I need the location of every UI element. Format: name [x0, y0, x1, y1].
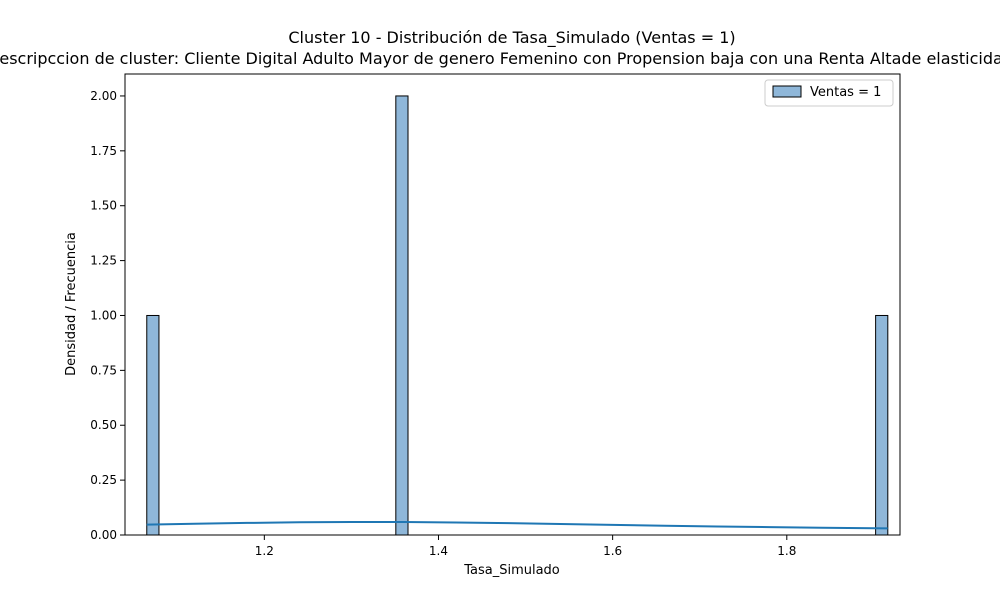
y-tick-label: 0.50: [90, 418, 117, 432]
y-tick-label: 1.75: [90, 144, 117, 158]
legend-swatch: [772, 85, 802, 98]
histogram-bar: [875, 314, 889, 536]
y-axis-label: Densidad / Frecuencia: [64, 232, 79, 376]
y-tick-label: 1.50: [90, 199, 117, 213]
kde-line: [146, 521, 888, 530]
y-tick-label: 0.75: [90, 363, 117, 377]
x-tick-label: 1.8: [777, 544, 796, 558]
histogram-bar: [395, 95, 409, 536]
x-axis-ticks: 1.2 1.4 1.6 1.8: [255, 535, 796, 558]
plot-area-frame: [124, 73, 901, 536]
y-tick-label: 0.25: [90, 473, 117, 487]
chart-title: Cluster 10 - Distribución de Tasa_Simula…: [288, 28, 735, 48]
legend: Ventas = 1: [764, 79, 894, 107]
x-tick-label: 1.4: [429, 544, 448, 558]
y-axis-ticks: 0.00 0.25 0.50 0.75 1.00 1.25 1.50 1.75 2.00: [90, 89, 125, 542]
y-tick-label: 0.00: [90, 528, 117, 542]
y-tick-label: 1.00: [90, 308, 117, 322]
x-tick-label: 1.2: [255, 544, 274, 558]
y-tick-label: 1.25: [90, 254, 117, 268]
x-axis-label: Tasa_Simulado: [463, 563, 560, 578]
legend-label: Ventas = 1: [810, 85, 881, 100]
histogram-bar: [146, 314, 160, 536]
histogram-bars: [146, 95, 889, 536]
chart-subtitle: Descripccion de cluster: Cliente Digital…: [0, 49, 1000, 68]
x-tick-label: 1.6: [603, 544, 622, 558]
y-tick-label: 2.00: [90, 89, 117, 103]
